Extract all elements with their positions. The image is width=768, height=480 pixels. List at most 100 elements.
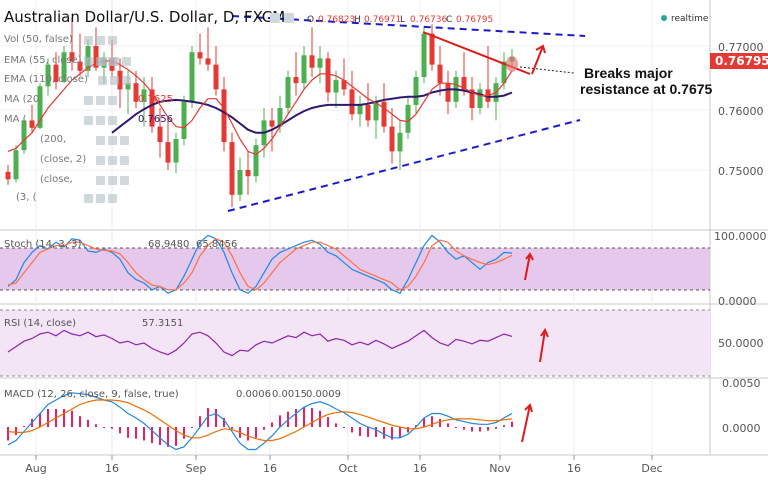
legend-ema55[interactable]: EMA (55, close) <box>4 55 82 66</box>
candle-body <box>269 120 275 127</box>
rsi-tick-50: 50.0000 <box>718 337 764 350</box>
legend-toggle-icon[interactable] <box>84 36 93 45</box>
candle-body <box>117 70 123 90</box>
macd-hist-bar <box>159 427 161 445</box>
rsi-legend[interactable]: RSI (14, close) <box>4 318 76 329</box>
legend-toggle-icon[interactable] <box>84 57 93 66</box>
candle-body <box>93 46 99 68</box>
macd-hist-bar <box>271 422 273 427</box>
legend-toggle-icon[interactable] <box>108 96 117 105</box>
legend-toggle-icon[interactable] <box>96 136 105 145</box>
title-settings-icon[interactable] <box>284 13 294 23</box>
macd-hist-bar <box>207 408 209 427</box>
legend-toggle-icon[interactable] <box>96 156 105 165</box>
legend-row10[interactable]: (3, ( <box>16 192 37 203</box>
ohlc-o-label: O <box>307 15 314 25</box>
legend-toggle-icon[interactable] <box>108 156 117 165</box>
macd-hist-bar <box>191 427 193 428</box>
time-tick-label: 16 <box>413 462 427 475</box>
macd-hist-bar <box>471 427 473 432</box>
stoch-k-value: 68.9480 <box>148 239 189 250</box>
macd-hist-bar <box>279 415 281 427</box>
time-tick-label: Oct <box>338 462 358 475</box>
legend-toggle-icon[interactable] <box>110 76 119 85</box>
candle-body <box>21 120 27 151</box>
candle-body <box>293 77 299 84</box>
legend-toggle-icon[interactable] <box>108 36 117 45</box>
ohlc-h-label: H <box>354 15 361 25</box>
macd-hist-bar <box>215 409 217 427</box>
legend-ma-value: 0.7656 <box>138 114 173 125</box>
macd-hist-bar <box>151 427 153 444</box>
candle-body <box>61 52 67 82</box>
time-tick-label: 16 <box>567 462 581 475</box>
price-pane[interactable] <box>0 0 710 230</box>
annotation-line-1: Breaks major <box>584 65 673 81</box>
macd-hist-bar <box>183 427 185 439</box>
macd-hist-bar <box>351 427 353 433</box>
legend-toggle-icon[interactable] <box>120 176 129 185</box>
macd-hist-bar <box>431 416 433 427</box>
candle-body <box>357 104 363 115</box>
up-arrow-stoch <box>524 252 534 281</box>
macd-hist-bar <box>79 416 81 427</box>
legend-toggle-icon[interactable] <box>96 96 105 105</box>
macd-tick-0.0000: 0.0000 <box>722 422 761 435</box>
legend-toggle-icon[interactable] <box>108 176 117 185</box>
candle-body <box>373 101 379 121</box>
ohlc-l-label: L <box>400 15 405 25</box>
legend-toggle-icon[interactable] <box>122 76 131 85</box>
macd-hist-bar <box>327 417 329 427</box>
legend-ma[interactable]: MA ( <box>4 114 27 125</box>
macd-hist-bar <box>103 427 105 428</box>
macd-hist-bar <box>423 418 425 427</box>
macd-signal-value: 0.0009 <box>306 389 341 400</box>
upper-trendline <box>231 15 586 37</box>
up-arrow-macd <box>521 403 533 443</box>
legend-toggle-icon[interactable] <box>120 136 129 145</box>
candle-body <box>501 61 507 84</box>
title-eye-icon[interactable] <box>270 13 280 23</box>
candle-body <box>45 64 51 87</box>
legend-ema110[interactable]: EMA (110, close) <box>4 74 88 85</box>
candle-body <box>245 170 251 177</box>
legend-toggle-icon[interactable] <box>84 194 93 203</box>
legend-toggle-icon[interactable] <box>108 136 117 145</box>
macd-value: 0.0015 <box>272 389 307 400</box>
last-price-tag <box>710 53 768 69</box>
legend-toggle-icon[interactable] <box>96 176 105 185</box>
candle-body <box>173 139 179 163</box>
macd-hist-bar <box>263 427 265 430</box>
legend-toggle-icon[interactable] <box>108 194 117 203</box>
candle-body <box>221 89 227 143</box>
legend-toggle-icon[interactable] <box>110 57 119 66</box>
legend-toggle-icon[interactable] <box>84 116 93 125</box>
macd-hist-bar <box>399 427 401 438</box>
legend-toggle-icon[interactable] <box>96 116 105 125</box>
candle-body <box>37 86 43 128</box>
candle-body <box>413 77 419 105</box>
legend-vol[interactable]: Vol (50, false) <box>4 34 73 45</box>
legend-row7[interactable]: (200, <box>40 134 66 145</box>
stoch-legend[interactable]: Stoch (14, 3, 3) <box>4 239 81 250</box>
legend-ma20[interactable]: MA (20 <box>4 94 39 105</box>
candle-body <box>309 55 315 68</box>
macd-hist-bar <box>199 416 201 427</box>
macd-legend[interactable]: MACD (12, 26, close, 9, false, true) <box>4 389 179 400</box>
legend-toggle-icon[interactable] <box>96 194 105 203</box>
macd-hist-bar <box>95 424 97 427</box>
candle-body <box>277 108 283 127</box>
legend-toggle-icon[interactable] <box>98 57 107 66</box>
macd-hist-bar <box>87 419 89 427</box>
legend-toggle-icon[interactable] <box>98 76 107 85</box>
legend-toggle-icon[interactable] <box>108 116 117 125</box>
legend-row8[interactable]: (close, 2) <box>40 154 86 165</box>
legend-row9[interactable]: (close, <box>40 174 73 185</box>
macd-hist-bar <box>39 413 41 427</box>
macd-hist-bar <box>391 427 393 440</box>
legend-toggle-icon[interactable] <box>84 96 93 105</box>
legend-toggle-icon[interactable] <box>122 57 131 66</box>
legend-toggle-icon[interactable] <box>120 156 129 165</box>
legend-toggle-icon[interactable] <box>96 36 105 45</box>
